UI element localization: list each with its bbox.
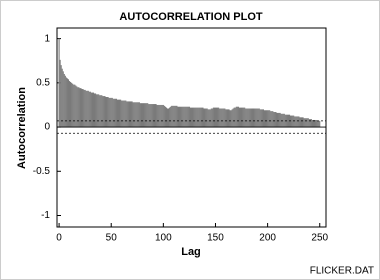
y-axis-label: Autocorrelation bbox=[16, 87, 28, 169]
x-tick-label: 150 bbox=[207, 233, 224, 244]
y-tick-label: 0.5 bbox=[36, 77, 50, 88]
chart-title: AUTOCORRELATION PLOT bbox=[119, 11, 262, 23]
x-tick-label: 200 bbox=[259, 233, 276, 244]
y-tick-label: -0.5 bbox=[33, 166, 51, 177]
x-tick-label: 100 bbox=[155, 233, 172, 244]
x-tick-label: 0 bbox=[56, 233, 62, 244]
x-tick-label: 250 bbox=[311, 233, 328, 244]
y-tick-label: -1 bbox=[41, 210, 50, 221]
y-tick-label: 1 bbox=[44, 33, 50, 44]
y-tick-label: 0 bbox=[44, 122, 50, 133]
x-tick-label: 50 bbox=[106, 233, 118, 244]
footer-note: FLICKER.DAT bbox=[310, 266, 374, 277]
x-axis-label: Lag bbox=[181, 246, 201, 258]
